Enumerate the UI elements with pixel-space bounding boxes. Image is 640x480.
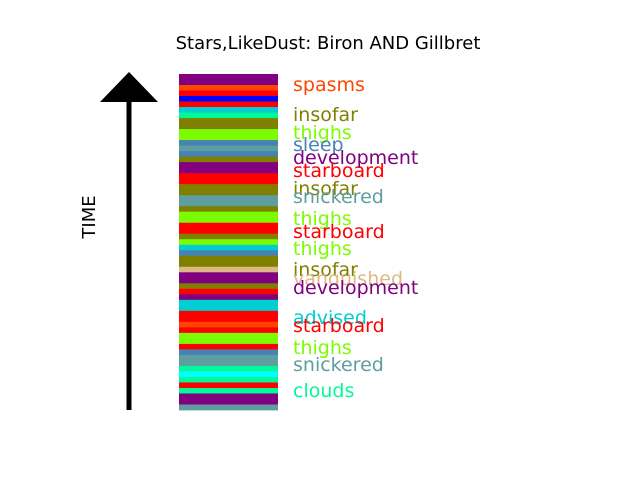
stripe <box>179 266 278 273</box>
stripe <box>179 349 278 356</box>
word-label: advised <box>293 307 367 329</box>
stripe <box>179 250 278 257</box>
time-arrow-head <box>100 72 158 102</box>
stripe <box>179 206 278 213</box>
stripe <box>179 288 278 295</box>
stripe <box>179 228 278 235</box>
stripe <box>179 96 278 102</box>
word-label: clouds <box>293 380 354 402</box>
stripe <box>179 376 278 383</box>
stripe <box>179 107 278 113</box>
stripe <box>179 162 278 169</box>
word-label: insofar <box>293 104 358 126</box>
word-label: snickered <box>293 354 384 376</box>
stripe <box>179 195 278 202</box>
stripe <box>179 261 278 268</box>
stripe <box>179 277 278 284</box>
stripe <box>179 365 278 372</box>
stripe <box>179 393 278 400</box>
stripe <box>179 129 278 135</box>
stripe <box>179 134 278 141</box>
word-label: thighs <box>293 238 352 260</box>
stripe <box>179 118 278 124</box>
y-axis-label: TIME <box>79 195 100 239</box>
stripe <box>179 316 278 323</box>
stripe <box>179 200 278 207</box>
stripe <box>179 178 278 185</box>
word-label: sleep <box>293 134 344 156</box>
chart-title: Stars,LikeDust: Biron AND Gillbret <box>176 33 481 54</box>
word-label: starboard <box>293 160 385 182</box>
stripe <box>179 173 278 180</box>
stripe <box>179 299 278 306</box>
stripe <box>179 343 278 350</box>
stripe <box>179 101 278 108</box>
word-label: thighs <box>293 337 352 359</box>
word-label: thighs <box>293 208 352 230</box>
stripe <box>179 332 278 339</box>
stripe <box>179 354 278 361</box>
label-group: spasmsinsofarthighssleepdevelopmentstarb… <box>293 74 418 402</box>
word-label: development <box>293 277 418 299</box>
word-label: starboard <box>293 221 385 243</box>
stripe <box>179 167 278 174</box>
stripe <box>179 321 278 328</box>
stripe <box>179 233 278 240</box>
word-label: starboard <box>293 315 385 337</box>
word-label: insofar <box>293 259 358 281</box>
word-label: spasms <box>293 74 365 96</box>
stripe <box>179 404 278 411</box>
word-label: vanquished <box>293 268 403 290</box>
stripe <box>179 189 278 196</box>
stripe <box>179 211 278 218</box>
stripe <box>179 255 278 262</box>
stripe <box>179 217 278 224</box>
stripe-group <box>179 74 278 411</box>
stripe <box>179 283 278 290</box>
word-label: thighs <box>293 122 352 144</box>
stripe <box>179 79 278 86</box>
stripe <box>179 123 278 130</box>
word-label: development <box>293 147 418 169</box>
stripe <box>179 239 278 246</box>
stripe <box>179 398 278 405</box>
stripe <box>179 305 278 312</box>
stripe <box>179 140 278 147</box>
stripe <box>179 151 278 158</box>
stripe <box>179 387 278 394</box>
word-label: insofar <box>293 178 358 200</box>
stripe <box>179 360 278 367</box>
stripe <box>179 184 278 191</box>
stripe <box>179 112 278 119</box>
stripe <box>179 156 278 163</box>
stripe <box>179 294 278 301</box>
stripe <box>179 310 278 317</box>
word-label: snickered <box>293 186 384 208</box>
stripe <box>179 244 278 251</box>
stripe <box>179 74 278 80</box>
stripe <box>179 371 278 378</box>
stripe <box>179 85 278 91</box>
stripe <box>179 327 278 334</box>
stripe <box>179 90 278 97</box>
stripe <box>179 338 278 345</box>
stripe <box>179 382 278 389</box>
stripe <box>179 145 278 152</box>
stripe <box>179 222 278 229</box>
stripe <box>179 272 278 279</box>
